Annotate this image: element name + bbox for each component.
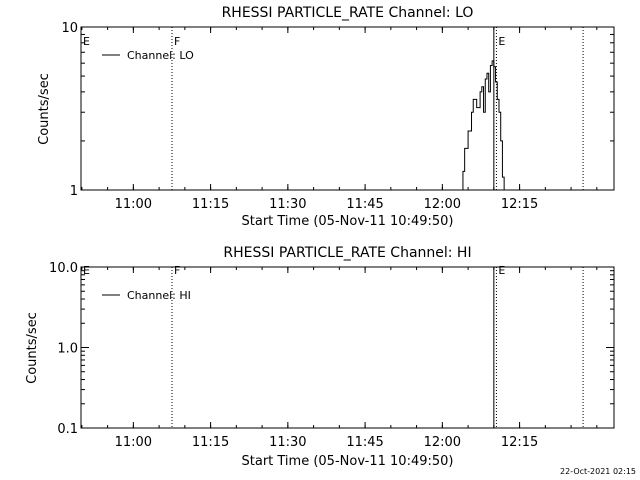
y-tick-label: 10.0 [49, 261, 78, 276]
time-marker-label: F [174, 264, 180, 277]
y-tick-label: 1.0 [57, 342, 78, 357]
y-axis-label: Counts/sec [25, 312, 40, 384]
chart-title: RHESSI PARTICLE_RATE Channel: LO [222, 5, 474, 21]
x-tick-label: 11:00 [115, 435, 152, 450]
time-marker-label: F [174, 35, 180, 48]
y-tick-label: 10 [61, 21, 78, 36]
x-tick-label: 11:30 [269, 435, 306, 450]
y-axis-label: Counts/sec [37, 73, 52, 145]
x-tick-label: 12:15 [501, 435, 538, 450]
legend-label: Channel: HI [127, 289, 191, 302]
lo-channel-panel: RHESSI PARTICLE_RATE Channel: LO 11:00 11:… [37, 5, 615, 229]
series-line [461, 60, 506, 191]
time-marker-label: E [498, 264, 505, 277]
x-axis-label: Start Time (05-Nov-11 10:49:50) [242, 454, 454, 469]
y-tick-label: 1 [70, 184, 78, 199]
x-tick-label: 12:15 [501, 197, 538, 212]
x-tick-label: 12:00 [424, 197, 461, 212]
time-marker-label: E [83, 35, 90, 48]
x-axis-label: Start Time (05-Nov-11 10:49:50) [242, 214, 454, 229]
legend-label: Channel: LO [127, 49, 194, 62]
footer-timestamp: 22-Oct-2021 02:15 [560, 467, 636, 476]
x-tick-label: 11:15 [192, 197, 229, 212]
hi-channel-panel: RHESSI PARTICLE_RATE Channel: HI 11:00 11:… [25, 245, 615, 469]
chart-title: RHESSI PARTICLE_RATE Channel: HI [223, 245, 471, 261]
x-tick-label: 12:00 [424, 435, 461, 450]
y-tick-label: 0.1 [57, 422, 78, 437]
x-tick-label: 11:45 [346, 435, 383, 450]
time-marker-label: E [83, 264, 90, 277]
x-tick-label: 11:30 [269, 197, 306, 212]
x-tick-label: 11:45 [346, 197, 383, 212]
time-marker-label: E [498, 35, 505, 48]
x-tick-label: 11:00 [115, 197, 152, 212]
x-tick-label: 11:15 [192, 435, 229, 450]
